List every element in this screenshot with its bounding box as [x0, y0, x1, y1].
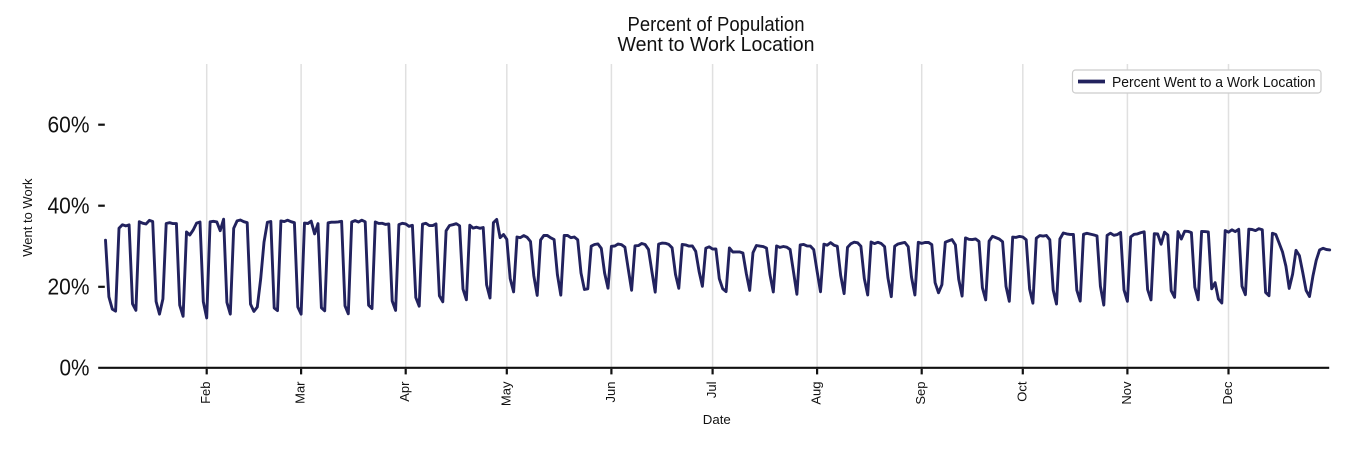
svg-text:0%: 0% — [60, 355, 90, 381]
svg-text:Date: Date — [703, 412, 731, 427]
svg-text:Dec: Dec — [1220, 381, 1235, 405]
svg-text:Feb: Feb — [198, 382, 213, 404]
svg-text:40%: 40% — [48, 193, 90, 219]
svg-text:Percent Went to a Work Locatio: Percent Went to a Work Location — [1112, 74, 1316, 91]
svg-text:Mar: Mar — [293, 381, 308, 404]
svg-text:60%: 60% — [48, 112, 90, 138]
svg-text:Apr: Apr — [397, 381, 412, 402]
svg-text:Aug: Aug — [809, 382, 824, 405]
svg-text:May: May — [498, 381, 513, 406]
svg-text:20%: 20% — [48, 274, 90, 300]
svg-text:Went to Work Location: Went to Work Location — [618, 34, 815, 56]
svg-text:Jul: Jul — [704, 381, 719, 398]
svg-text:Percent of Population: Percent of Population — [628, 14, 805, 36]
svg-text:Oct: Oct — [1014, 381, 1029, 402]
svg-text:Went to Work: Went to Work — [20, 178, 35, 257]
svg-text:Jun: Jun — [603, 382, 618, 403]
svg-text:Nov: Nov — [1119, 381, 1134, 405]
svg-text:Sep: Sep — [913, 382, 928, 405]
